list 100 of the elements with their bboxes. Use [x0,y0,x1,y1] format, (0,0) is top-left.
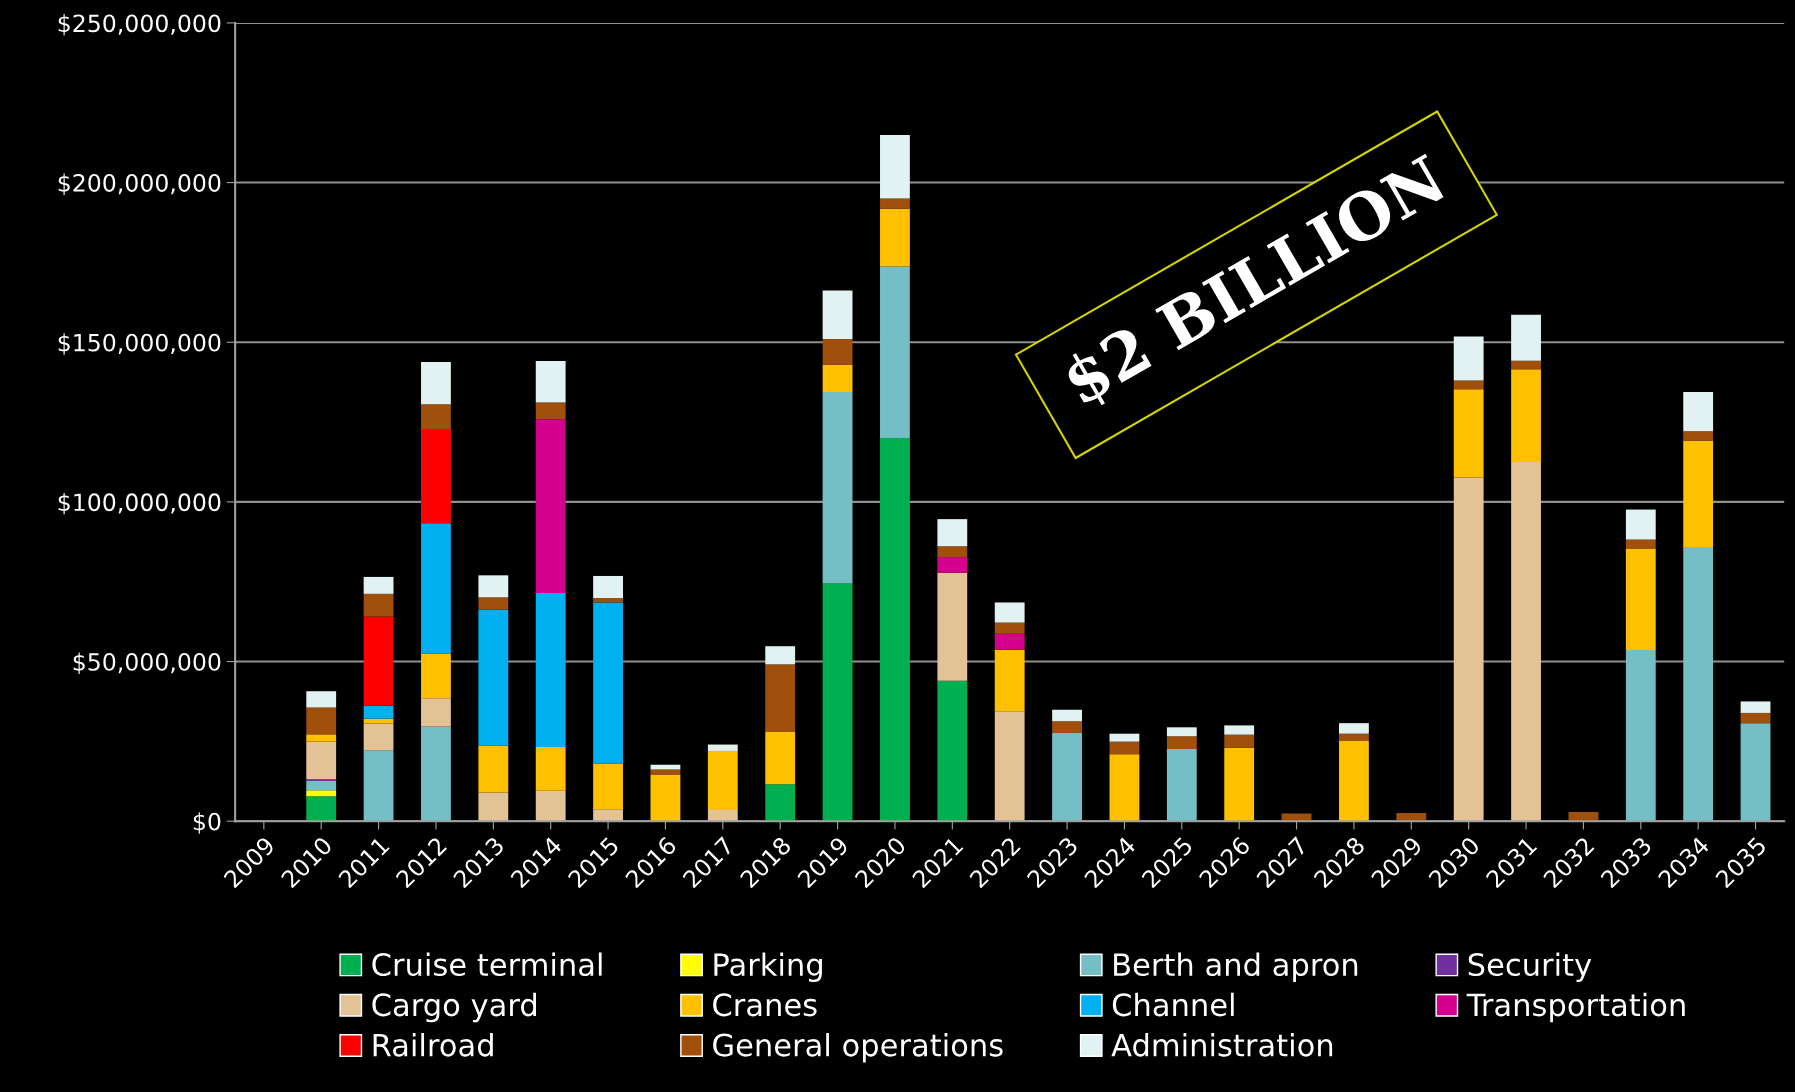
bar [880,135,910,199]
bar [1052,733,1082,822]
bar [421,653,451,699]
bar [822,290,853,340]
bar [1511,369,1541,462]
bar [535,790,566,822]
bar [1052,721,1082,734]
legend-label: Cargo yard [372,992,536,1023]
bar [478,609,509,746]
bar [363,576,394,594]
bar [937,572,968,681]
bar [1339,723,1369,734]
bar [994,633,1025,650]
bar [306,691,337,708]
bar [1453,477,1484,822]
bar [937,546,968,558]
y-tick-label: $0 [193,812,221,834]
bar [1683,546,1714,822]
bar [1109,741,1140,755]
bar [593,597,623,603]
bar [306,780,337,791]
bar [1109,733,1140,742]
bar [421,362,451,405]
bar [822,364,853,393]
y-tick-label: $250,000,000 [58,13,221,36]
bar [421,404,451,430]
bar [306,790,337,797]
bar [707,810,738,822]
bar [1166,736,1197,750]
bar [650,774,681,822]
bar [937,519,968,547]
bar [765,731,796,785]
legend-label: General operations [713,1032,1003,1063]
bar [306,734,337,742]
bar [994,649,1025,712]
bar [1683,431,1714,441]
bar [1511,360,1541,370]
bar [1511,461,1541,822]
bar [880,208,910,267]
bar [535,747,566,791]
bar [707,744,738,751]
bar [822,339,853,365]
bar [535,592,566,748]
bar [421,698,451,727]
bar [1625,539,1656,549]
bar [1740,701,1771,713]
legend-label: Security [1468,952,1592,983]
bar [363,616,394,706]
bar [421,726,451,822]
bar [765,664,796,732]
bar [363,723,394,751]
bar [765,646,796,665]
bar [363,750,394,822]
bar [1740,723,1771,822]
bar [765,784,796,822]
bar [994,602,1025,623]
bar [1683,440,1714,547]
legend-label: Channel [1112,992,1234,1017]
bar [1453,389,1484,478]
y-tick-label: $200,000,000 [58,173,221,196]
bar [1224,725,1255,735]
bar [593,602,623,764]
bar [1453,336,1484,381]
bar [593,809,623,822]
bar [593,763,623,810]
bar [1453,380,1484,390]
bar [707,750,738,811]
bar [1224,734,1255,748]
bar [535,402,566,420]
bar [1625,548,1656,651]
bar [421,429,451,524]
bar [1166,727,1197,737]
bar [822,583,853,822]
bar [937,680,968,822]
y-tick-label: $50,000,000 [73,652,221,674]
bar [1052,709,1082,722]
bar [937,557,968,573]
bar [1511,314,1541,361]
bar [421,523,451,654]
bar [1740,712,1771,724]
y-tick-label: $100,000,000 [58,492,221,515]
bar [1166,749,1197,822]
bar [478,792,509,822]
bar [363,593,394,617]
legend-label: Administration [1111,1032,1333,1057]
y-tick-label: $150,000,000 [58,333,221,355]
bar [306,707,337,735]
legend-label: Parking [714,952,822,983]
legend-label: Transportation [1466,992,1685,1023]
bar [1224,747,1255,822]
bar [994,711,1025,822]
bar [1683,392,1714,432]
bar [535,419,566,593]
legend-label: Cruise terminal [372,952,602,977]
bar [1625,509,1656,540]
bar [306,796,337,822]
bar [994,622,1025,634]
bar [880,198,910,209]
bar [650,769,681,775]
bar [1339,740,1369,822]
